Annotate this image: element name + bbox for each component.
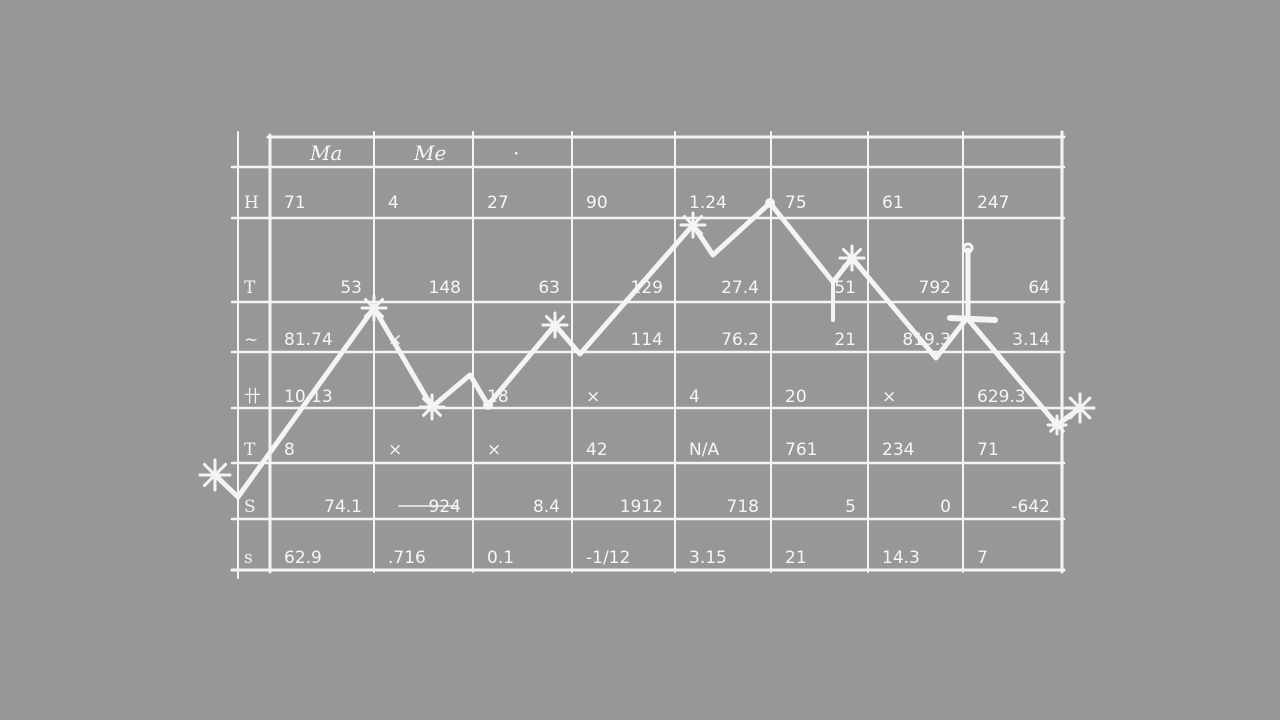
row-label: s [244, 548, 253, 568]
header-cell: · [513, 141, 519, 165]
table-cell: 51 [834, 278, 856, 298]
star-marker-icon [1064, 392, 1096, 424]
table-cell: 1.24 [689, 193, 727, 213]
zigzag-line-overlay [198, 198, 1096, 500]
table-cell: -1/12 [586, 548, 630, 568]
star-marker-icon [838, 244, 866, 272]
table-cell: × [487, 440, 501, 460]
table-cell: 61 [882, 193, 904, 213]
table-cell: 247 [977, 193, 1009, 213]
table-cell: 74.1 [324, 497, 362, 517]
row-label: T [244, 440, 256, 460]
table-cell: 27 [487, 193, 509, 213]
table-cell: 718 [727, 497, 759, 517]
table-cell: 21 [785, 548, 807, 568]
table-cell: 3.14 [1012, 330, 1050, 350]
header-cell: Ma [309, 141, 342, 165]
table-cell: 4 [388, 193, 399, 213]
table-cell: 8.4 [533, 497, 560, 517]
row-label: H [244, 193, 259, 213]
table-cell: 629.3 [977, 387, 1026, 407]
table-cell: -642 [1011, 497, 1050, 517]
table-cell: 4 [689, 387, 700, 407]
dot-marker-icon [765, 198, 775, 208]
table-cell: 27.4 [721, 278, 759, 298]
row-label: T [244, 278, 256, 298]
table-cell: 792 [919, 278, 951, 298]
error-bar-cap [962, 242, 974, 254]
table-cell: × [586, 387, 600, 407]
table-cell: 53 [340, 278, 362, 298]
table-cell: 64 [1028, 278, 1050, 298]
star-marker-icon [360, 294, 388, 322]
table-cell: 0.1 [487, 548, 514, 568]
zigzag-line [235, 200, 1083, 500]
table-cell: 81.74 [284, 330, 333, 350]
table-cell: 42 [586, 440, 608, 460]
star-marker-icon [198, 458, 232, 492]
dot-marker-icon [483, 400, 493, 410]
table-cell: × [388, 440, 402, 460]
table-cell: N/A [689, 440, 719, 460]
table-cell: 90 [586, 193, 608, 213]
table-cell: 0 [940, 497, 951, 517]
table-cell: 7 [977, 548, 988, 568]
table-cell: 14.3 [882, 548, 920, 568]
star-marker-icon [541, 311, 569, 339]
table-cell: 75 [785, 193, 807, 213]
table-cell: × [882, 387, 896, 407]
table-grid [230, 130, 1066, 579]
table-cell: 62.9 [284, 548, 322, 568]
table-cell: 234 [882, 440, 914, 460]
row-label: ~ [244, 330, 258, 350]
table-cell: 3.15 [689, 548, 727, 568]
table-cell: 5 [845, 497, 856, 517]
table-cell: 20 [785, 387, 807, 407]
row-label: 卄 [244, 387, 261, 407]
table-cell: 924 [429, 497, 461, 517]
crossbar-marker [947, 315, 998, 323]
header-cell: Me [413, 141, 446, 165]
row-label: S [244, 497, 256, 517]
table-cell: 1912 [620, 497, 663, 517]
star-marker-icon [1046, 414, 1068, 436]
table-cell: 114 [631, 330, 663, 350]
table-cell: 63 [538, 278, 560, 298]
table-cell: 8 [284, 440, 295, 460]
star-marker-icon [679, 211, 707, 239]
table-cell: 71 [977, 440, 999, 460]
table-cell: 76.2 [721, 330, 759, 350]
table-cell: 148 [429, 278, 461, 298]
table-cell: 71 [284, 193, 306, 213]
table-cell: 129 [631, 278, 663, 298]
table-cell: .716 [388, 548, 426, 568]
table-cell: 21 [834, 330, 856, 350]
star-marker-icon [418, 393, 446, 421]
table-cell: 761 [785, 440, 817, 460]
